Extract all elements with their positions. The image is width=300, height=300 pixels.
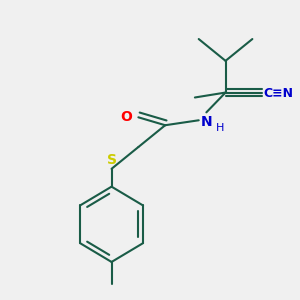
Text: N: N: [201, 115, 212, 129]
Text: O: O: [121, 110, 133, 124]
Text: S: S: [106, 153, 116, 167]
Text: H: H: [216, 123, 224, 133]
Text: C≡N: C≡N: [264, 87, 294, 100]
